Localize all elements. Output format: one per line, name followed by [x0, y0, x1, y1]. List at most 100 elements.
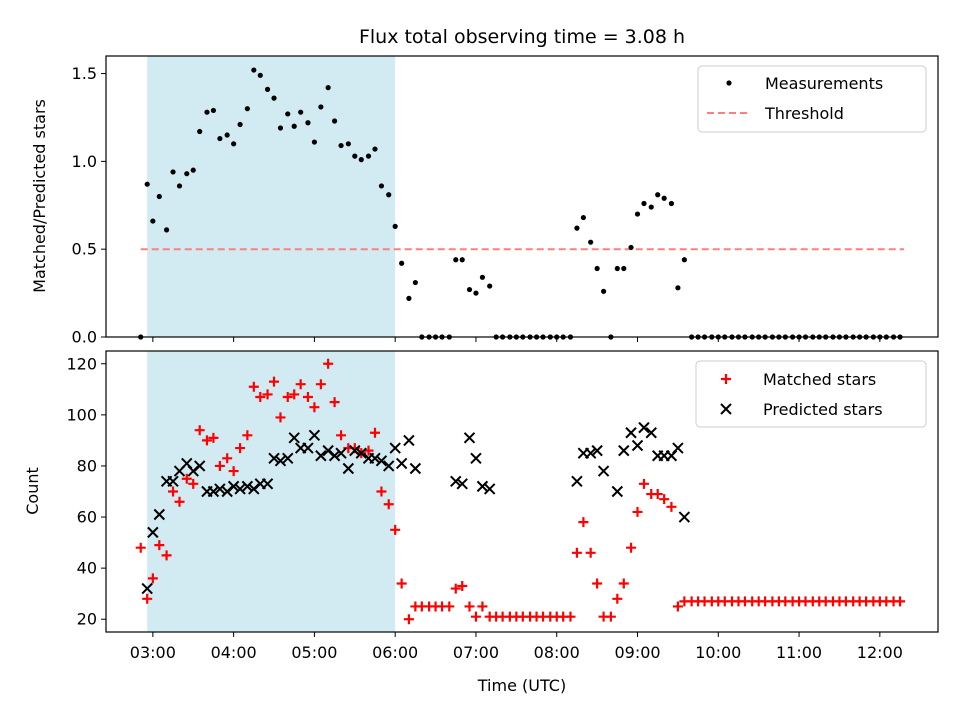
measurement-point — [487, 283, 493, 289]
matched-stars-point — [652, 489, 663, 500]
measurement-point — [412, 279, 418, 286]
observing-time-shade — [147, 351, 396, 632]
matched-stars-point — [194, 425, 205, 436]
measurement-point — [190, 167, 196, 173]
predicted-stars-point — [618, 444, 630, 457]
measurement-point — [594, 265, 600, 272]
predicted-stars-point — [375, 455, 388, 467]
measurement-point — [661, 195, 667, 201]
measurement-point — [378, 183, 385, 189]
predicted-stars-point — [584, 447, 597, 459]
bottom-legend-box — [695, 360, 927, 428]
matched-stars-point — [895, 596, 906, 607]
matched-stars-point — [612, 593, 623, 604]
measurement-point — [271, 95, 277, 101]
predicted-stars-point — [335, 447, 347, 459]
matched-stars-point — [578, 517, 589, 528]
matched-stars-point — [242, 430, 253, 441]
predicted-stars-point — [342, 462, 355, 475]
predicted-stars-point — [383, 460, 395, 472]
matched-stars-point — [289, 389, 300, 400]
predicted-stars-point — [308, 429, 321, 442]
measurement-point — [224, 132, 230, 138]
matched-stars-point — [376, 486, 387, 497]
matched-stars-point — [269, 376, 280, 387]
matched-stars-point — [282, 391, 293, 402]
matched-stars-point — [147, 573, 158, 584]
predicted-stars-point — [302, 442, 314, 454]
top-y-tick-label: 1.0 — [72, 152, 97, 171]
matched-stars-point — [592, 578, 603, 589]
bottom-y-tick-label: 40 — [77, 559, 97, 578]
measurement-point — [614, 265, 620, 272]
predicted-stars-point — [625, 427, 637, 439]
measurement-point — [574, 225, 580, 231]
measurement-point — [453, 257, 459, 263]
matched-stars-point — [262, 389, 273, 400]
matched-stars-point — [585, 547, 596, 558]
predicted-stars-point — [631, 439, 644, 452]
measurement-point — [352, 153, 358, 159]
measurement-point — [318, 104, 324, 110]
legend-measurements-marker — [726, 80, 732, 86]
measurement-point — [479, 274, 486, 280]
matched-stars-point — [369, 427, 380, 438]
matched-stars-point — [222, 453, 233, 464]
predicted-stars-point — [395, 457, 408, 470]
measurement-point — [331, 118, 338, 124]
measurement-point — [641, 200, 647, 207]
x-tick-label: 07:00 — [453, 643, 499, 662]
measurement-point — [473, 290, 479, 296]
x-tick-label: 05:00 — [291, 643, 337, 662]
measurement-point — [251, 67, 257, 73]
matched-stars-point — [174, 496, 185, 507]
predicted-stars-point — [591, 444, 603, 457]
measurement-point — [675, 285, 681, 291]
predicted-stars-point — [678, 511, 691, 523]
predicted-stars-point — [597, 465, 610, 477]
legend-matched-label: Matched stars — [763, 370, 876, 389]
measurement-point — [244, 106, 250, 112]
measurement-point — [634, 211, 641, 217]
measurement-point — [399, 260, 405, 266]
measurement-point — [628, 244, 634, 251]
measurement-point — [277, 125, 284, 131]
matched-stars-point — [188, 478, 199, 489]
top-y-tick-label: 0.5 — [72, 240, 97, 259]
bottom-y-tick-label: 120 — [66, 354, 97, 373]
matched-stars-point — [571, 547, 582, 558]
matched-stars-point — [457, 581, 468, 592]
bottom-y-tick-label: 20 — [77, 610, 97, 629]
predicted-stars-point — [153, 508, 166, 521]
matched-stars-point — [383, 499, 394, 510]
matched-stars-point — [638, 478, 649, 489]
matched-stars-point — [396, 578, 407, 589]
measurement-point — [345, 141, 351, 147]
matched-stars-point — [142, 593, 153, 604]
top-axes-frame — [105, 55, 939, 338]
legend-predicted-cross — [720, 403, 732, 415]
predicted-stars-point — [369, 452, 381, 464]
predicted-stars-point — [403, 434, 415, 447]
predicted-stars-point — [268, 452, 280, 464]
measurement-point — [298, 109, 304, 115]
matched-stars-point — [214, 460, 225, 471]
measurement-point — [264, 86, 271, 92]
legend-predicted-marker — [720, 403, 732, 415]
matched-stars-point — [309, 402, 320, 413]
measurement-point — [406, 295, 412, 301]
legend-threshold-label: Threshold — [764, 104, 844, 123]
x-tick-label: 04:00 — [211, 643, 257, 662]
x-axis-label: Time (UTC) — [477, 676, 566, 695]
measurement-point — [668, 200, 675, 207]
matched-stars-point — [295, 379, 306, 390]
measurement-point — [176, 183, 183, 189]
predicted-stars-point — [328, 450, 341, 462]
predicted-stars-point — [476, 480, 489, 493]
measurement-point — [621, 265, 627, 272]
measurement-point — [197, 128, 203, 135]
matched-stars-point — [235, 443, 246, 454]
matched-stars-point — [565, 611, 576, 622]
matched-stars-point — [323, 358, 334, 369]
